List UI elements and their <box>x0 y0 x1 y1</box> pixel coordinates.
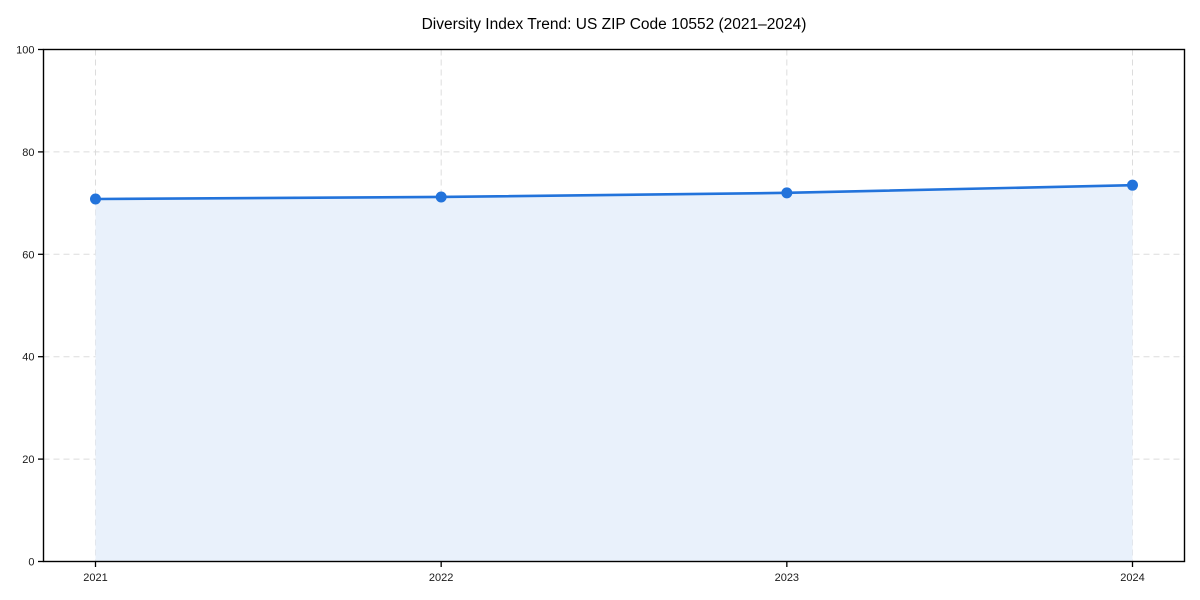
plot-border <box>42 48 1186 563</box>
y-tick-label: 60 <box>22 249 34 261</box>
data-point-marker <box>781 187 793 199</box>
x-tick-label: 2022 <box>429 572 453 584</box>
data-point-marker <box>435 191 447 203</box>
data-point-marker <box>1127 179 1138 191</box>
area-fill-layer <box>95 185 1133 562</box>
trend-line-layer <box>94 183 1134 201</box>
x-tick-label: 2023 <box>775 572 799 584</box>
chart-title: Diversity Index Trend: US ZIP Code 10552… <box>422 16 807 33</box>
y-tick-label: 40 <box>22 352 34 364</box>
axis-layer: 0 20 40 60 80 100 2021 2022 2023 2024 <box>16 45 1186 584</box>
data-point-layer <box>90 179 1138 205</box>
data-point-marker <box>90 193 101 205</box>
x-tick-label: 2021 <box>83 572 107 584</box>
trend-line <box>94 183 1134 201</box>
area-fill <box>95 185 1133 562</box>
y-tick-label: 0 <box>28 557 34 569</box>
y-tick-label: 100 <box>16 45 34 57</box>
y-tick-label: 80 <box>22 147 34 159</box>
y-tick-label: 20 <box>22 454 34 466</box>
x-tick-label: 2024 <box>1120 572 1144 584</box>
